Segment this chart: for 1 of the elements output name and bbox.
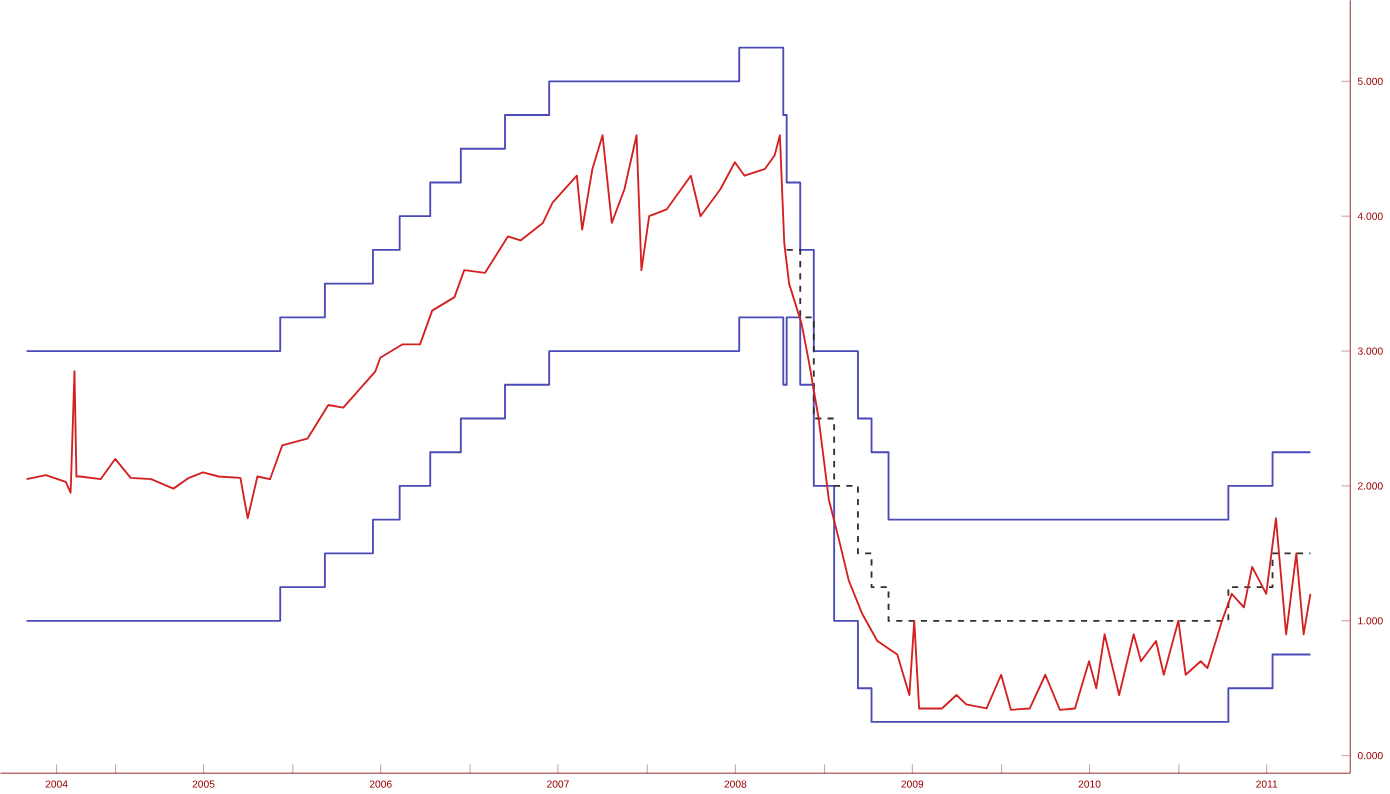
line-series: [25, 134, 1312, 711]
